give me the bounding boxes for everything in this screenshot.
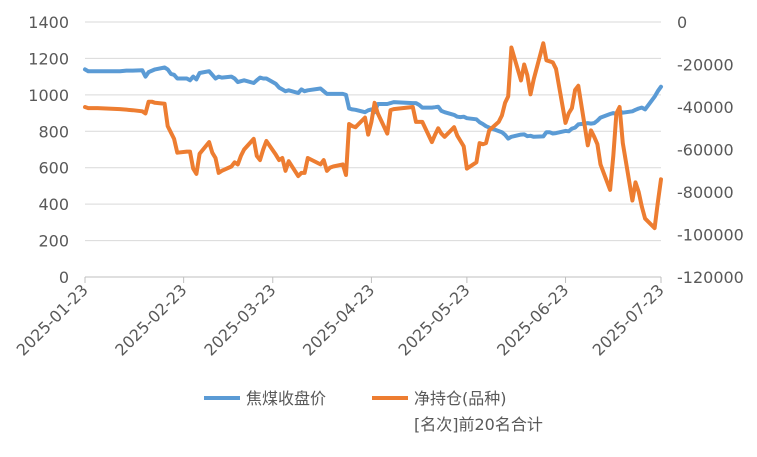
y-left-tick-label: 1200 xyxy=(28,49,69,68)
y-right-tick-label: -60000 xyxy=(677,141,734,160)
y-left-tick-label: 200 xyxy=(38,232,69,251)
x-tick-label: 2025-01-23 xyxy=(13,280,92,359)
y-right-tick-label: 0 xyxy=(677,13,687,32)
x-tick-label: 2025-02-23 xyxy=(111,280,190,359)
y-right-tick-label: -40000 xyxy=(677,98,734,117)
x-tick-label: 2025-07-23 xyxy=(589,280,668,359)
x-tick-label: 2025-06-23 xyxy=(493,280,572,359)
y-left-tick-label: 600 xyxy=(38,159,69,178)
y-right-tick-label: -80000 xyxy=(677,183,734,202)
y-left-tick-label: 1000 xyxy=(28,86,69,105)
y-left-tick-label: 400 xyxy=(38,195,69,214)
net-position-series-line xyxy=(83,41,663,231)
x-tick-label: 2025-03-23 xyxy=(200,280,279,359)
series-lines xyxy=(83,41,663,231)
y-right-tick-label: -20000 xyxy=(677,56,734,75)
legend: 焦煤收盘价 净持仓(品种) [名次]前20名合计 xyxy=(204,389,543,434)
gridlines xyxy=(85,21,661,242)
x-tick-label: 2025-05-23 xyxy=(395,280,474,359)
y-right-tick-label: -120000 xyxy=(677,268,744,287)
x-tick-label: 2025-04-23 xyxy=(299,280,378,359)
y-left-tick-label: 800 xyxy=(38,122,69,141)
y-left-tick-label: 0 xyxy=(59,268,69,287)
y-right-tick-label: -100000 xyxy=(677,226,744,245)
legend-label-price: 焦煤收盘价 xyxy=(246,389,326,408)
legend-label-net-position: 净持仓(品种) [名次]前20名合计 xyxy=(414,389,543,434)
price-series-line xyxy=(83,65,663,141)
y-left-tick-label: 1400 xyxy=(28,13,69,32)
